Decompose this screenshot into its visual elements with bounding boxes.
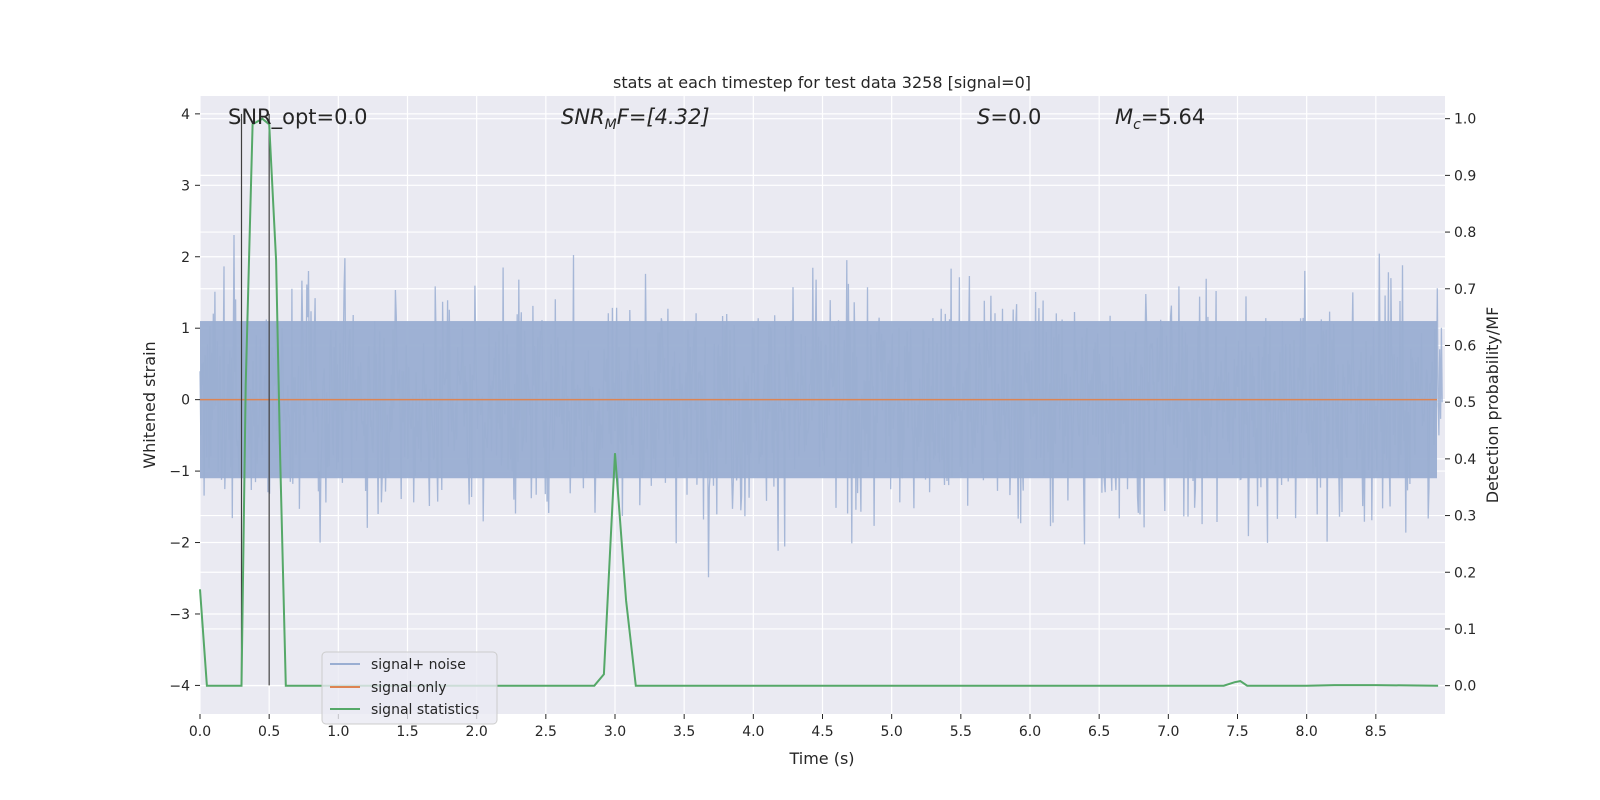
y-left-tick-label: −2 [169,536,190,552]
x-tick-label: 3.5 [673,724,695,740]
annotation-mc-sub: c [1133,117,1141,133]
y-right-tick-label: 0.2 [1454,565,1476,581]
y-right-tick-label: 1.0 [1454,112,1476,128]
x-tick-label: 1.5 [396,724,418,740]
y-right-axis-label: Detection probability/MF [1483,307,1502,504]
annotation-snr-mf-sub: M [605,117,617,133]
y-left-tick-label: −4 [169,678,190,694]
chart-title: stats at each timestep for test data 325… [613,73,1031,92]
x-tick-label: 3.0 [604,724,626,740]
x-tick-label: 6.5 [1088,724,1110,740]
y-right-tick-label: 0.9 [1454,168,1476,184]
y-left-tick-label: 2 [181,250,190,266]
y-right-tick-label: 0.0 [1454,679,1476,695]
series-signal-statistics [199,117,1439,687]
x-tick-label: 0.0 [189,724,211,740]
legend-label-signal-only: signal only [371,680,446,696]
x-tick-label: 8.5 [1365,724,1387,740]
annotation-s-italic: S [977,105,990,129]
x-tick-label: 4.0 [742,724,764,740]
legend-box [321,651,498,725]
x-tick-label: 1.0 [327,724,349,740]
signal-statistics-line [199,117,1439,687]
y-right-tick-label: 0.3 [1454,509,1476,525]
annotation-s-rest: =0.0 [990,105,1041,129]
annotation-mc-rest: =5.64 [1141,105,1205,129]
annotation-s: S=0.0 [977,105,1041,129]
y-right-tick-label: 0.8 [1454,225,1476,241]
x-tick-label: 7.0 [1157,724,1179,740]
annotation-snr-mf: SNRMF=[4.32] [561,105,710,133]
y-right-tick-label: 0.5 [1454,395,1476,411]
y-left-tick-label: −1 [169,464,190,480]
y-right-tick-label: 0.4 [1454,452,1476,468]
annotation-snr-mf-base: SNR [561,105,605,129]
legend: signal+ noise signal only signal statist… [321,651,498,725]
annotation-snr-mf-rest: F=[4.32] [617,105,710,129]
x-tick-label: 2.5 [535,724,557,740]
y-left-tick-label: 3 [181,178,190,194]
x-tick-label: 0.5 [258,724,280,740]
y-left-axis-ticks: 4 3 2 1 0 −1 −2 −3 −4 [169,107,200,694]
y-left-tick-label: 1 [181,321,190,337]
y-right-axis-ticks: 1.0 0.9 0.8 0.7 0.6 0.5 0.4 0.3 0.2 0.1 0.0 [1445,112,1476,695]
y-left-tick-label: 0 [181,393,190,409]
annotation-mc: Mc=5.64 [1115,105,1205,133]
x-tick-label: 5.0 [881,724,903,740]
y-right-tick-label: 0.7 [1454,282,1476,298]
x-tick-label: 7.5 [1226,724,1248,740]
y-right-tick-label: 0.6 [1454,338,1476,354]
y-left-axis-label: Whitened strain [140,341,159,468]
x-tick-label: 8.0 [1296,724,1318,740]
legend-label-signal-noise: signal+ noise [371,657,466,673]
x-axis-label: Time (s) [788,749,854,768]
y-right-tick-label: 0.1 [1454,622,1476,638]
x-tick-label: 5.5 [950,724,972,740]
annotation-snr-opt: SNR_opt=0.0 [228,105,368,130]
x-tick-label: 6.0 [1019,724,1041,740]
vertical-markers [240,113,270,686]
y-left-tick-label: 4 [181,107,190,123]
annotation-mc-base: M [1115,105,1133,129]
x-tick-label: 2.0 [466,724,488,740]
x-tick-label: 4.5 [811,724,833,740]
x-axis-ticks: 0.0 0.5 1.0 1.5 2.0 2.5 3.0 3.5 4.0 4.5 5.0 5.5 6.0 6… [189,714,1387,740]
y-left-tick-label: −3 [169,607,190,623]
legend-label-signal-statistics: signal statistics [371,702,479,718]
